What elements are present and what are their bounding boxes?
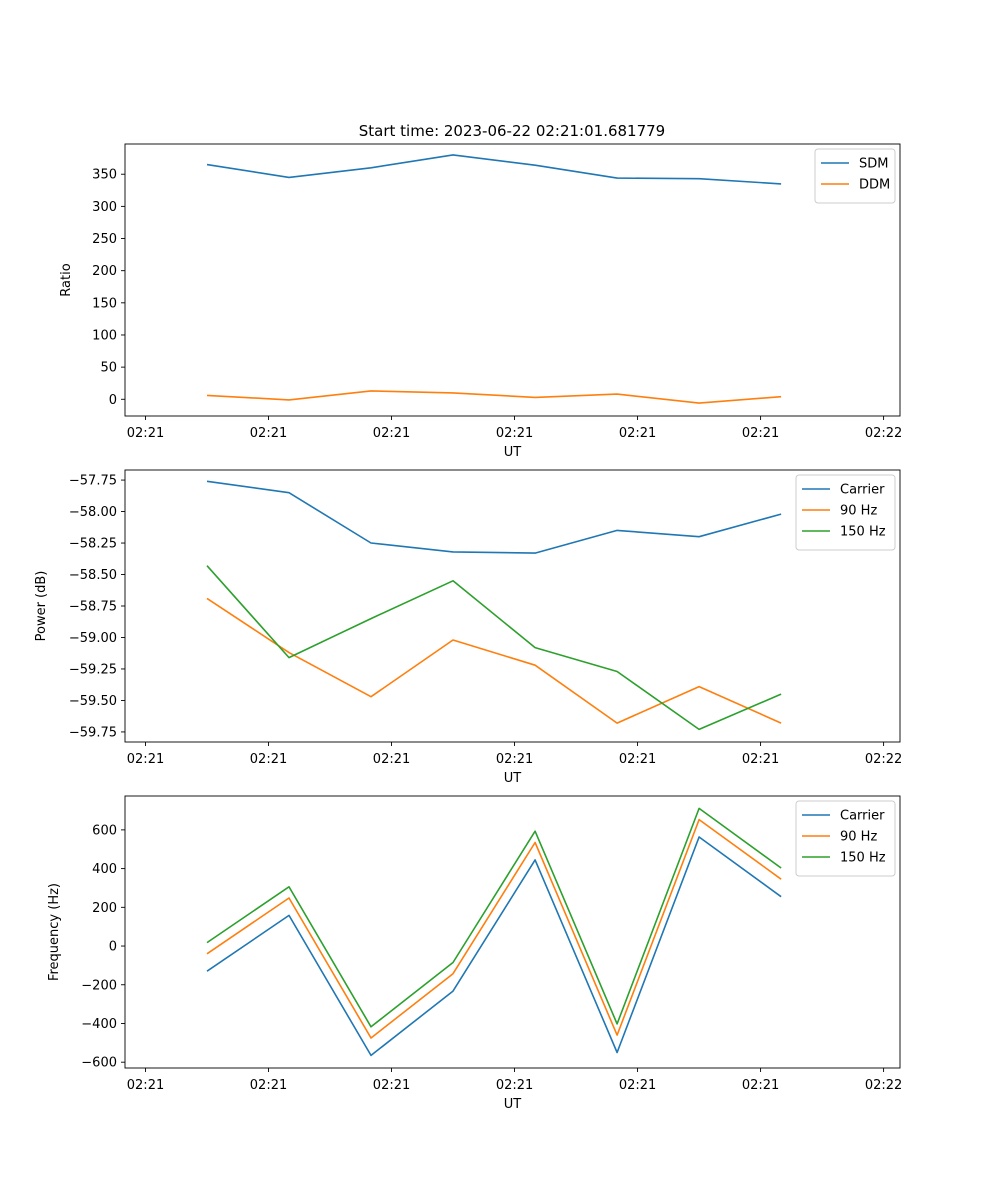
legend-label: DDM — [859, 178, 890, 193]
x-tick-label: 02:21 — [619, 426, 656, 441]
y-tick-label: 400 — [92, 862, 117, 877]
chart-panel-3: 02:21 02:21 02:21 02:21 02:21 02:21 02:22 UT −60… — [47, 795, 902, 1112]
y-tick-label: 300 — [92, 200, 117, 215]
y-tick-label: −58.50 — [69, 568, 117, 583]
series-line-150-hz — [206, 565, 782, 731]
y-tick-label: −59.50 — [69, 694, 117, 709]
x-tick-label: 02:21 — [250, 1078, 287, 1093]
series-line-90-hz — [206, 818, 782, 1039]
y-tick-label: −57.75 — [69, 474, 117, 489]
x-tick-label: 02:22 — [865, 426, 902, 441]
legend-label: 150 Hz — [840, 851, 886, 866]
y-tick-label: 200 — [92, 264, 117, 279]
y-tick-label: 50 — [100, 361, 117, 376]
x-tick-label: 02:21 — [496, 426, 533, 441]
series-line-ddm — [206, 390, 782, 404]
series-line-carrier — [206, 480, 782, 554]
x-axis-label: UT — [504, 771, 522, 786]
y-tick-label: −600 — [81, 1056, 117, 1071]
legend: SDM DDM — [814, 148, 896, 204]
x-tick-label: 02:21 — [373, 1078, 410, 1093]
x-tick-label: 02:21 — [373, 426, 410, 441]
y-tick-label: −58.25 — [69, 537, 117, 552]
y-tick-label: 600 — [92, 823, 117, 838]
y-tick-label: −59.75 — [69, 725, 117, 740]
y-tick-label: −400 — [81, 1017, 117, 1032]
y-axis-label: Ratio — [59, 263, 74, 296]
x-tick-label: 02:21 — [619, 752, 656, 767]
x-tick-label: 02:21 — [127, 426, 164, 441]
figure-title: Start time: 2023-06-22 02:21:01.681779 — [359, 122, 665, 140]
y-tick-label: −58.00 — [69, 505, 117, 520]
y-tick-label: 150 — [92, 296, 117, 311]
legend-label: SDM — [859, 157, 888, 172]
series-line-90-hz — [206, 597, 782, 724]
x-axis-label: UT — [504, 1097, 522, 1112]
y-tick-label: −58.75 — [69, 600, 117, 615]
axes-frame — [124, 143, 901, 417]
x-tick-label: 02:21 — [250, 752, 287, 767]
x-tick-label: 02:21 — [742, 426, 779, 441]
legend-label: Carrier — [840, 809, 885, 824]
y-tick-label: 250 — [92, 232, 117, 247]
x-tick-label: 02:21 — [127, 752, 164, 767]
x-tick-label: 02:22 — [865, 1078, 902, 1093]
x-tick-label: 02:21 — [373, 752, 410, 767]
x-tick-label: 02:21 — [742, 1078, 779, 1093]
y-tick-label: 0 — [109, 393, 117, 408]
y-tick-label: 200 — [92, 901, 117, 916]
legend: Carrier 90 Hz 150 Hz — [795, 800, 896, 877]
legend-label: 150 Hz — [840, 525, 886, 540]
y-axis-label: Frequency (Hz) — [47, 883, 62, 981]
y-tick-label: −59.25 — [69, 662, 117, 677]
x-tick-label: 02:22 — [865, 752, 902, 767]
legend: Carrier 90 Hz 150 Hz — [795, 474, 896, 551]
x-tick-label: 02:21 — [496, 1078, 533, 1093]
axes-frame — [124, 795, 901, 1069]
x-axis-label: UT — [504, 445, 522, 460]
legend-label: 90 Hz — [840, 830, 877, 845]
series-line-sdm — [206, 154, 782, 185]
x-tick-label: 02:21 — [742, 752, 779, 767]
y-axis-label: Power (dB) — [34, 571, 49, 642]
x-tick-label: 02:21 — [127, 1078, 164, 1093]
series-line-carrier — [206, 836, 782, 1057]
x-tick-label: 02:21 — [496, 752, 533, 767]
legend-label: Carrier — [840, 483, 885, 498]
series-line-150-hz — [206, 807, 782, 1028]
y-tick-label: 350 — [92, 168, 117, 183]
y-tick-label: 100 — [92, 328, 117, 343]
x-tick-label: 02:21 — [250, 426, 287, 441]
chart-panel-2: 02:21 02:21 02:21 02:21 02:21 02:21 02:22 UT −59… — [34, 469, 902, 786]
y-tick-label: −59.00 — [69, 631, 117, 646]
x-tick-label: 02:21 — [619, 1078, 656, 1093]
legend-label: 90 Hz — [840, 504, 877, 519]
chart-panel-1: 02:21 02:21 02:21 02:21 02:21 02:21 02:22 UT 0 50… — [59, 143, 902, 460]
y-tick-label: −200 — [81, 978, 117, 993]
y-tick-label: 0 — [109, 940, 117, 955]
